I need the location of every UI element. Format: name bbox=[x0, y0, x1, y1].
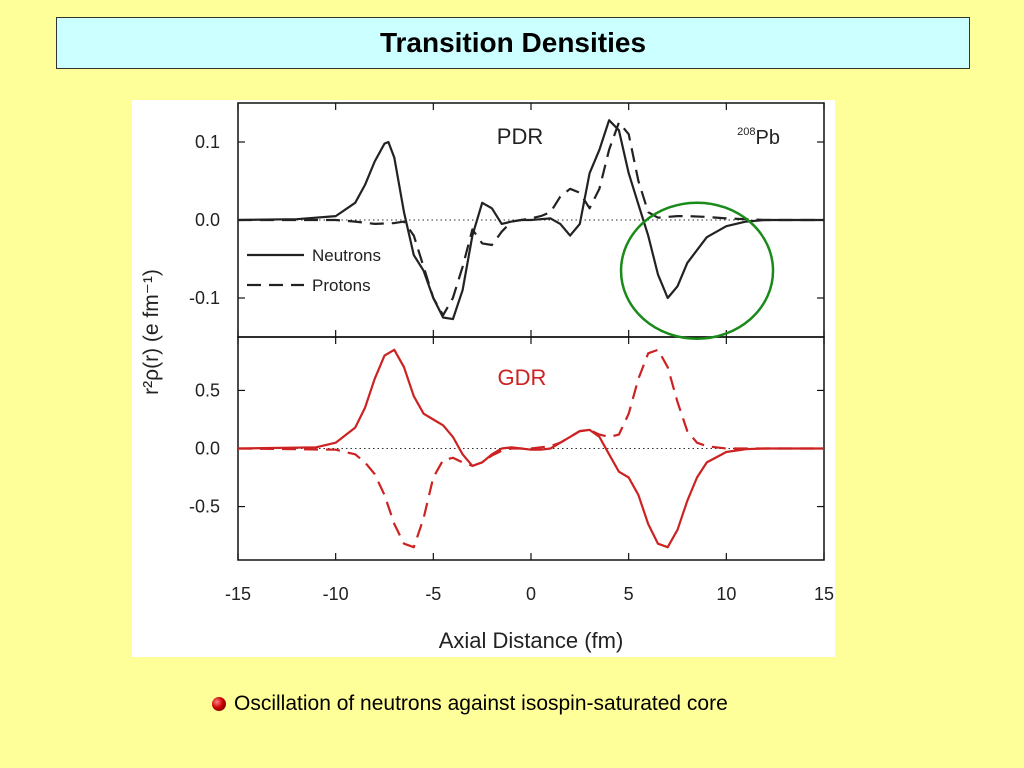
xtick-label: -15 bbox=[225, 584, 251, 604]
xtick-label: -10 bbox=[323, 584, 349, 604]
legend-label-protons: Protons bbox=[312, 276, 371, 295]
nucleus-symbol: Pb bbox=[756, 127, 780, 149]
top-series-protons bbox=[238, 121, 824, 317]
nucleus-annotation: 208Pb bbox=[737, 126, 780, 149]
xtick-label: 15 bbox=[814, 584, 834, 604]
x-axis-label: Axial Distance (fm) bbox=[439, 628, 624, 653]
xtick-label: 5 bbox=[624, 584, 634, 604]
xtick-label: 0 bbox=[526, 584, 536, 604]
bullet-icon bbox=[212, 697, 226, 711]
bottom-series-neutrons bbox=[237, 348, 824, 549]
caption: Oscillation of neutrons against isospin-… bbox=[212, 692, 728, 716]
slide-title: Transition Densities bbox=[379, 27, 647, 58]
top-ytick-label: -0.1 bbox=[189, 288, 220, 308]
bottom-ytick-label: -0.5 bbox=[189, 497, 220, 517]
xtick-label: 10 bbox=[716, 584, 736, 604]
bottom-ytick-label: 0.5 bbox=[195, 380, 220, 400]
legend-label-neutrons: Neutrons bbox=[312, 246, 381, 265]
slide-title-box: Transition Densities bbox=[56, 17, 970, 69]
chart-svg: 0.1 0.0 -0.1 0.5 0.0 -0.5 PDR 208Pb Neutrons Prot… bbox=[140, 102, 834, 653]
pdr-annotation: PDR bbox=[497, 124, 543, 149]
top-ytick-label: 0.1 bbox=[195, 132, 220, 152]
y-axis-label: r²ρ(r) (e fm⁻¹) bbox=[140, 269, 163, 395]
bottom-series-protons bbox=[237, 348, 824, 549]
bottom-ytick-label: 0.0 bbox=[195, 439, 220, 459]
transition-density-figure: 0.1 0.0 -0.1 0.5 0.0 -0.5 PDR 208Pb Neutrons Prot… bbox=[132, 100, 835, 657]
gdr-annotation: GDR bbox=[498, 365, 547, 390]
nucleus-mass-number: 208 bbox=[737, 126, 755, 138]
top-ytick-label: 0.0 bbox=[195, 210, 220, 230]
highlight-circle bbox=[619, 201, 775, 340]
caption-text: Oscillation of neutrons against isospin-… bbox=[234, 692, 728, 715]
xtick-label: -5 bbox=[425, 584, 441, 604]
